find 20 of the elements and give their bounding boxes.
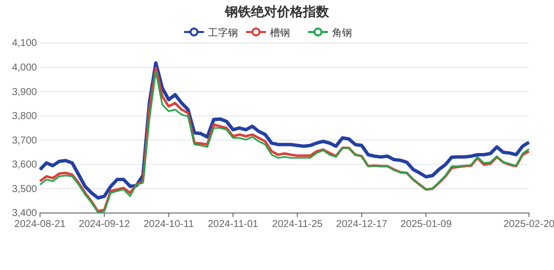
x-tick-label: 2024-08-21 — [14, 219, 66, 230]
x-tick-label: 2024-09-12 — [78, 219, 130, 230]
x-tick-label: 2025-01-09 — [400, 219, 452, 230]
y-tick-label: 3,400 — [12, 208, 38, 220]
x-tick-label: 2024-11-01 — [208, 219, 259, 230]
legend-label: 角钢 — [332, 27, 352, 39]
x-tick-label: 2024-12-17 — [336, 219, 388, 230]
y-tick-label: 3,800 — [12, 111, 38, 122]
legend-label: 槽钢 — [270, 27, 290, 39]
y-tick-label: 3,900 — [12, 86, 38, 98]
y-tick-label: 4,100 — [12, 38, 38, 50]
y-tick-label: 4,000 — [12, 62, 38, 74]
y-tick-label: 3,600 — [12, 160, 38, 171]
x-tick-label: 2024-11-25 — [272, 219, 324, 230]
x-tick-label: 2025-02-20 — [503, 219, 554, 230]
y-tick-label: 3,500 — [12, 184, 38, 195]
chart-title: 钢铁绝对价格指数 — [224, 4, 330, 19]
x-tick-label: 2024-10-11 — [143, 219, 194, 230]
legend-label: 工字钢 — [208, 27, 238, 39]
y-tick-label: 3,700 — [12, 135, 38, 146]
